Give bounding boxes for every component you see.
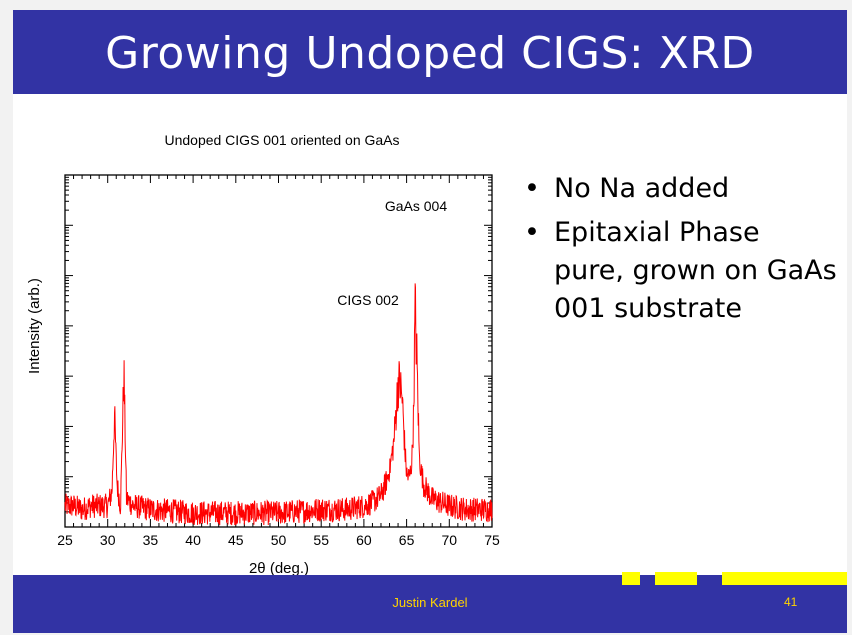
chart-title: Undoped CIGS 001 oriented on GaAs — [164, 132, 399, 148]
footer-accent-block — [655, 572, 697, 585]
x-tick-label: 40 — [185, 532, 201, 548]
footer-accent-block — [722, 572, 847, 585]
x-tick-label: 60 — [356, 532, 372, 548]
x-tick-label: 35 — [143, 532, 159, 548]
plot-frame — [64, 174, 493, 528]
footer-accent-block — [622, 572, 640, 585]
footer-bar — [13, 575, 847, 633]
x-tick-label: 75 — [484, 532, 500, 548]
page-number: 41 — [784, 595, 798, 609]
bullet-dot: • — [524, 217, 540, 248]
bullet-item: • No Na added — [518, 170, 838, 208]
x-axis-label: 2θ (deg.) — [249, 560, 309, 577]
x-tick-label: 55 — [313, 532, 329, 548]
x-tick-labels: 25 30 35 40 45 50 55 60 65 70 75 — [57, 532, 500, 548]
bullet-item: • Epitaxial Phase pure, grown on GaAs 001… — [518, 214, 838, 328]
bullet-dot: • — [524, 173, 540, 204]
x-tick-label: 70 — [442, 532, 458, 548]
bullet-list: • No Na added • Epitaxial Phase pure, grow… — [518, 170, 838, 334]
footer-author: Justin Kardel — [392, 595, 468, 610]
slide-title: Growing Undoped CIGS: XRD — [105, 28, 755, 79]
x-tick-label: 25 — [57, 532, 73, 548]
axis-ticks — [64, 175, 493, 528]
bullet-text: No Na added — [554, 173, 730, 204]
x-tick-label: 50 — [271, 532, 287, 548]
x-tick-label: 65 — [399, 532, 415, 548]
title-bar: Growing Undoped CIGS: XRD — [13, 10, 847, 94]
annotation-cigs-002: CIGS 002 — [337, 292, 399, 308]
x-tick-label: 30 — [100, 532, 116, 548]
slide: Growing Undoped CIGS: XRD Undoped CIGS 0… — [13, 10, 847, 633]
annotation-gaas-004: GaAs 004 — [385, 198, 447, 214]
x-tick-label: 45 — [228, 532, 244, 548]
xrd-chart: Undoped CIGS 001 oriented on GaAs Intens… — [26, 132, 500, 577]
bullet-text: Epitaxial Phase pure, grown on GaAs 001 … — [554, 217, 837, 324]
xrd-trace — [64, 283, 493, 526]
y-axis-label: Intensity (arb.) — [26, 278, 43, 374]
